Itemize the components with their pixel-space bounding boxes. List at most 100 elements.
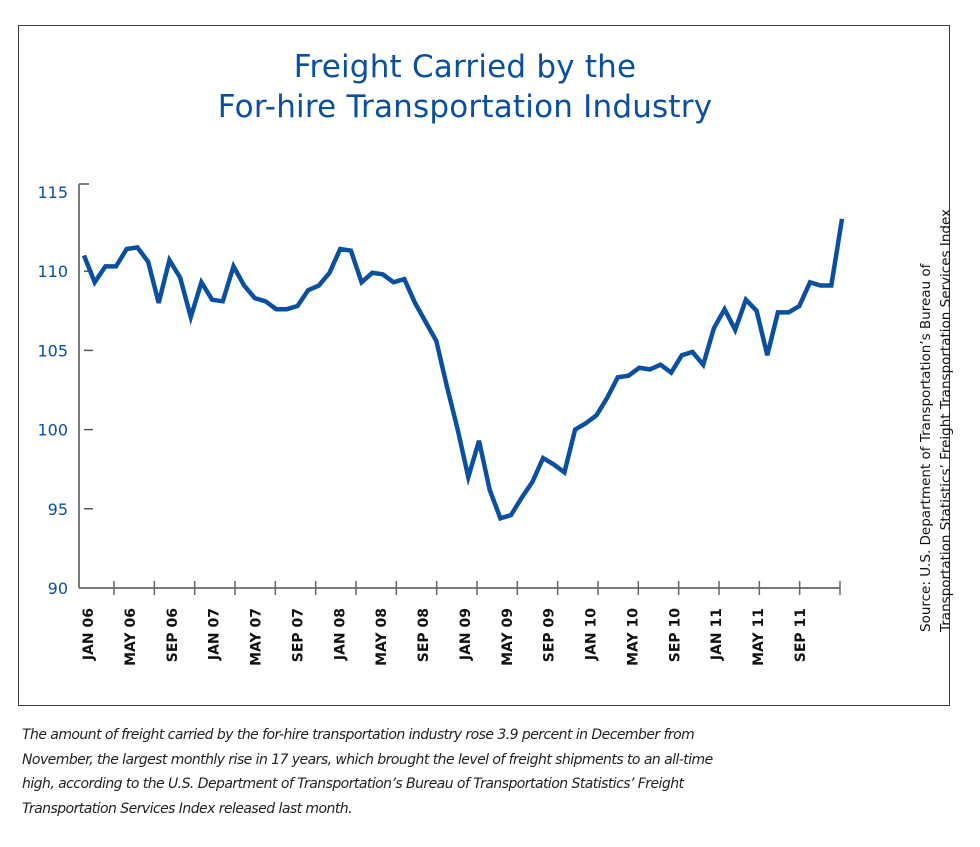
- data-point: [135, 245, 139, 249]
- x-tick-label: MAY 10: [625, 608, 641, 666]
- data-point: [103, 264, 107, 268]
- x-tick-label: JAN 10: [584, 608, 600, 661]
- x-tick-label: JAN 08: [332, 608, 348, 661]
- y-tick-label: 90: [48, 579, 68, 598]
- x-tick-label: MAY 08: [374, 608, 390, 666]
- data-point: [285, 307, 289, 311]
- data-point: [808, 280, 812, 284]
- y-tick-label: 110: [37, 262, 68, 281]
- data-point: [445, 385, 449, 389]
- data-point: [723, 307, 727, 311]
- data-point: [82, 253, 86, 257]
- y-tick-label: 100: [37, 421, 68, 440]
- data-point: [509, 513, 513, 517]
- x-tick-label: JAN 11: [709, 608, 725, 661]
- data-point: [829, 283, 833, 287]
- data-point: [274, 307, 278, 311]
- data-point: [680, 353, 684, 357]
- data-point: [263, 299, 267, 303]
- x-tick-label: SEP 09: [542, 608, 558, 662]
- data-point: [755, 309, 759, 313]
- data-point: [744, 298, 748, 302]
- data-point: [819, 283, 823, 287]
- data-point: [626, 374, 630, 378]
- data-point: [488, 488, 492, 492]
- caption-line-4: Transportation Services Index released l…: [22, 800, 353, 817]
- data-point: [477, 439, 481, 443]
- x-tick-label: MAY 07: [249, 608, 265, 666]
- chart-title-line-2: For-hire Transportation Industry: [217, 89, 713, 125]
- data-point: [562, 470, 566, 474]
- data-point: [616, 375, 620, 379]
- data-point: [189, 315, 193, 319]
- series-line-freight-index: [81, 218, 845, 522]
- data-point: [328, 271, 332, 275]
- data-points: [82, 217, 844, 520]
- data-point: [797, 304, 801, 308]
- axes: [78, 183, 840, 589]
- x-tick-label: SEP 08: [416, 608, 432, 662]
- data-point: [466, 475, 470, 479]
- chart-title: Freight Carried by the For-hire Transpor…: [0, 47, 930, 127]
- data-point: [306, 288, 310, 292]
- data-point: [520, 496, 524, 500]
- data-point: [776, 310, 780, 314]
- data-point: [701, 363, 705, 367]
- data-point: [178, 276, 182, 280]
- data-point: [253, 296, 257, 300]
- data-point: [573, 428, 577, 432]
- data-point: [370, 271, 374, 275]
- source-note: Source: U.S. Department of Transportatio…: [916, 72, 976, 632]
- data-point: [659, 363, 663, 367]
- chart-title-line-1: Freight Carried by the: [293, 49, 637, 85]
- data-point: [392, 280, 396, 284]
- data-point: [424, 320, 428, 324]
- x-tick-label: JAN 09: [458, 608, 474, 661]
- data-point: [413, 301, 417, 305]
- caption-line-2: November, the largest monthly rise in 17…: [22, 751, 713, 768]
- data-point: [733, 328, 737, 332]
- data-point: [648, 367, 652, 371]
- data-point: [381, 272, 385, 276]
- x-tick-label: JAN 06: [81, 608, 97, 661]
- data-point: [498, 516, 502, 520]
- x-tick-label: SEP 06: [165, 608, 181, 662]
- data-point: [552, 462, 556, 466]
- data-point: [338, 247, 342, 251]
- data-point: [637, 366, 641, 370]
- data-point: [765, 353, 769, 357]
- data-point: [360, 280, 364, 284]
- data-point: [349, 249, 353, 253]
- data-point: [584, 421, 588, 425]
- data-point: [296, 304, 300, 308]
- x-tick-label: MAY 06: [123, 608, 139, 666]
- data-point: [125, 247, 129, 251]
- data-point: [669, 371, 673, 375]
- data-point: [210, 298, 214, 302]
- data-point: [541, 456, 545, 460]
- y-ticks: 90 95 100 105 110 115: [37, 183, 93, 598]
- x-ticks: JAN 06 MAY 06 SEP 06 JAN 07 MAY 07 SEP 07 JAN …: [81, 581, 841, 666]
- data-point: [157, 301, 161, 305]
- y-tick-label: 105: [37, 341, 68, 360]
- data-point: [146, 260, 150, 264]
- source-note-line-2: Transportation Statistics’ Freight Trans…: [938, 208, 954, 632]
- data-point: [114, 264, 118, 268]
- data-point: [402, 277, 406, 281]
- data-point: [434, 339, 438, 343]
- caption-line-1: The amount of freight carried by the for…: [22, 727, 695, 743]
- caption: The amount of freight carried by the for…: [22, 723, 952, 821]
- x-tick-label: SEP 11: [793, 608, 809, 662]
- caption-line-3: high, according to the U.S. Department o…: [22, 776, 684, 792]
- data-point: [199, 280, 203, 284]
- data-point: [456, 428, 460, 432]
- data-point: [221, 299, 225, 303]
- data-point: [167, 258, 171, 262]
- data-point: [242, 283, 246, 287]
- chart-frame: [18, 25, 950, 706]
- x-tick-label: MAY 09: [500, 608, 516, 666]
- data-point: [530, 480, 534, 484]
- data-point: [787, 310, 791, 314]
- y-tick-label: 115: [37, 183, 68, 202]
- data-point: [317, 283, 321, 287]
